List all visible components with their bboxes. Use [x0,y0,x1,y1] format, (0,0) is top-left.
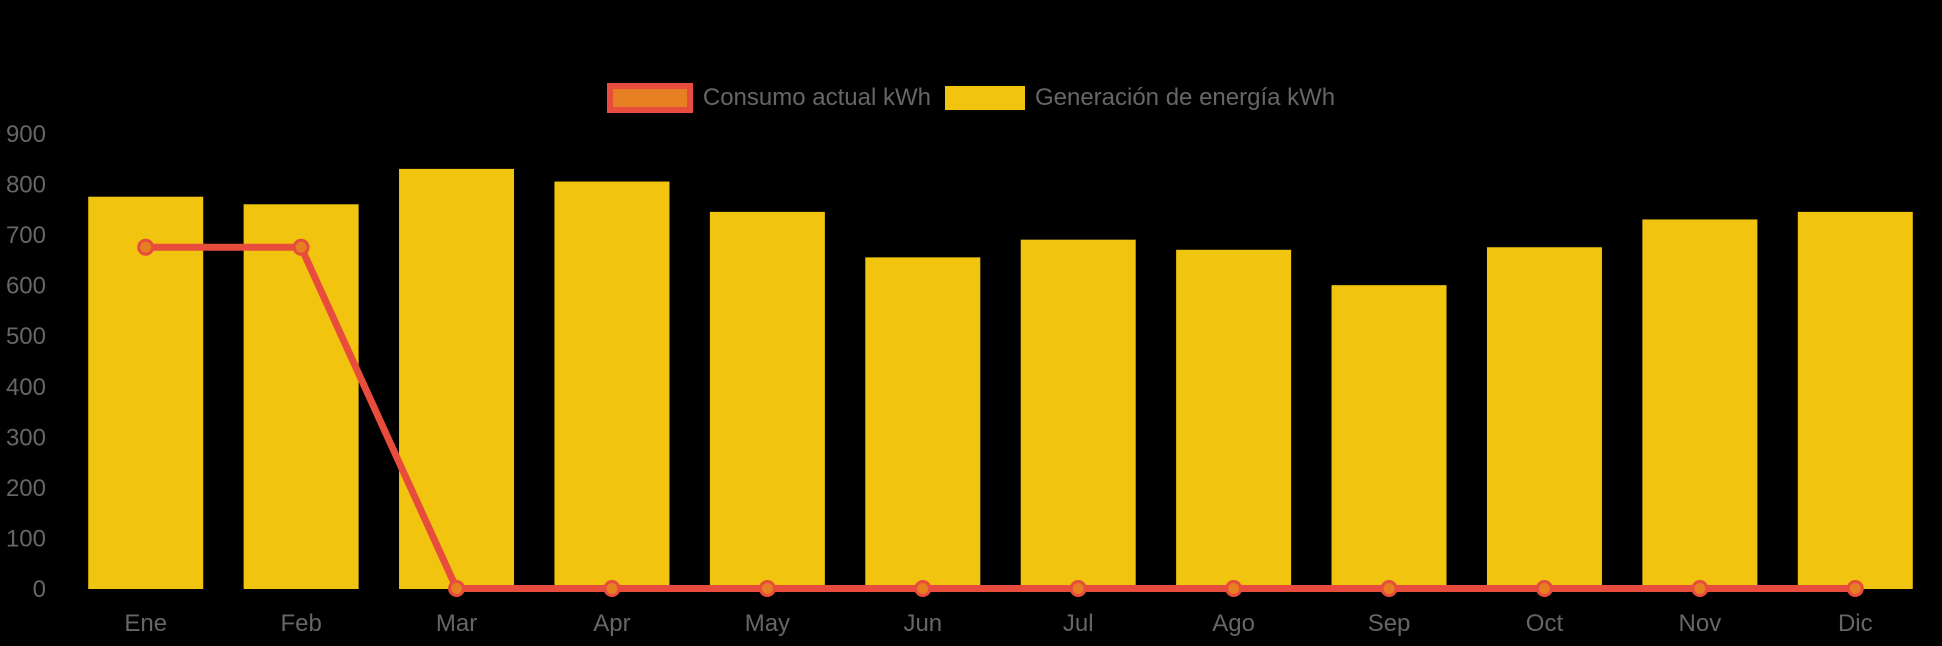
y-tick-label: 100 [6,525,46,552]
x-tick-label: Apr [593,610,630,637]
bar-Nov[interactable] [1642,219,1758,589]
x-tick-label: Jul [1063,610,1094,637]
bar-May[interactable] [709,211,825,589]
bar-Sep[interactable] [1331,285,1447,589]
point-Ago[interactable] [1225,580,1243,597]
y-tick-label: 600 [6,273,46,300]
bar-Jun[interactable] [865,257,981,589]
legend-item-generacion[interactable]: Generación de energía kWh [944,83,1336,113]
point-Feb[interactable] [292,238,310,256]
point-Jul[interactable] [1069,580,1087,597]
bar-Apr[interactable] [554,181,670,589]
x-tick-label: Jun [903,610,942,637]
legend-label-generacion: Generación de energía kWh [1034,84,1336,111]
x-tick-label: May [745,610,790,637]
y-tick-label: 300 [6,424,46,451]
point-Sep[interactable] [1380,580,1398,597]
y-tick-label: 800 [6,172,46,199]
consumo-line [142,243,1859,592]
x-tick-label: Ago [1212,610,1255,637]
chart-legend: Consumo actual kWh Generación de energía… [0,83,1942,113]
y-tick-label: 900 [6,121,46,148]
x-tick-label: Dic [1838,610,1873,637]
y-tick-label: 200 [6,475,46,502]
legend-item-consumo[interactable]: Consumo actual kWh [606,83,931,113]
point-Nov[interactable] [1691,580,1709,597]
point-Ene[interactable] [137,238,155,256]
x-tick-label: Sep [1368,610,1411,637]
point-Mar[interactable] [448,580,466,597]
x-tick-label: Nov [1679,610,1722,637]
bar-Dic[interactable] [1797,211,1913,589]
y-tick-label: 400 [6,374,46,401]
x-tick-label: Mar [436,610,477,637]
point-Oct[interactable] [1535,580,1553,597]
y-tick-label: 0 [33,576,46,603]
y-tick-label: 700 [6,222,46,249]
legend-label-consumo: Consumo actual kWh [702,84,931,111]
x-tick-label: Ene [124,610,167,637]
bar-Ago[interactable] [1176,249,1292,589]
point-Dic[interactable] [1846,580,1864,597]
point-Jun[interactable] [914,580,932,597]
x-tick-label: Feb [280,610,321,637]
point-May[interactable] [758,580,776,597]
bar-Feb[interactable] [243,204,359,589]
y-tick-label: 500 [6,323,46,350]
bar-Jul[interactable] [1020,239,1136,589]
bar-Ene[interactable] [88,196,204,589]
legend-swatch-consumo-icon [606,83,693,113]
bar-Oct[interactable] [1486,247,1602,589]
x-tick-label: Oct [1526,610,1564,637]
point-Apr[interactable] [603,580,621,597]
legend-swatch-generacion-icon [944,86,1025,110]
bar-Mar[interactable] [399,168,515,589]
